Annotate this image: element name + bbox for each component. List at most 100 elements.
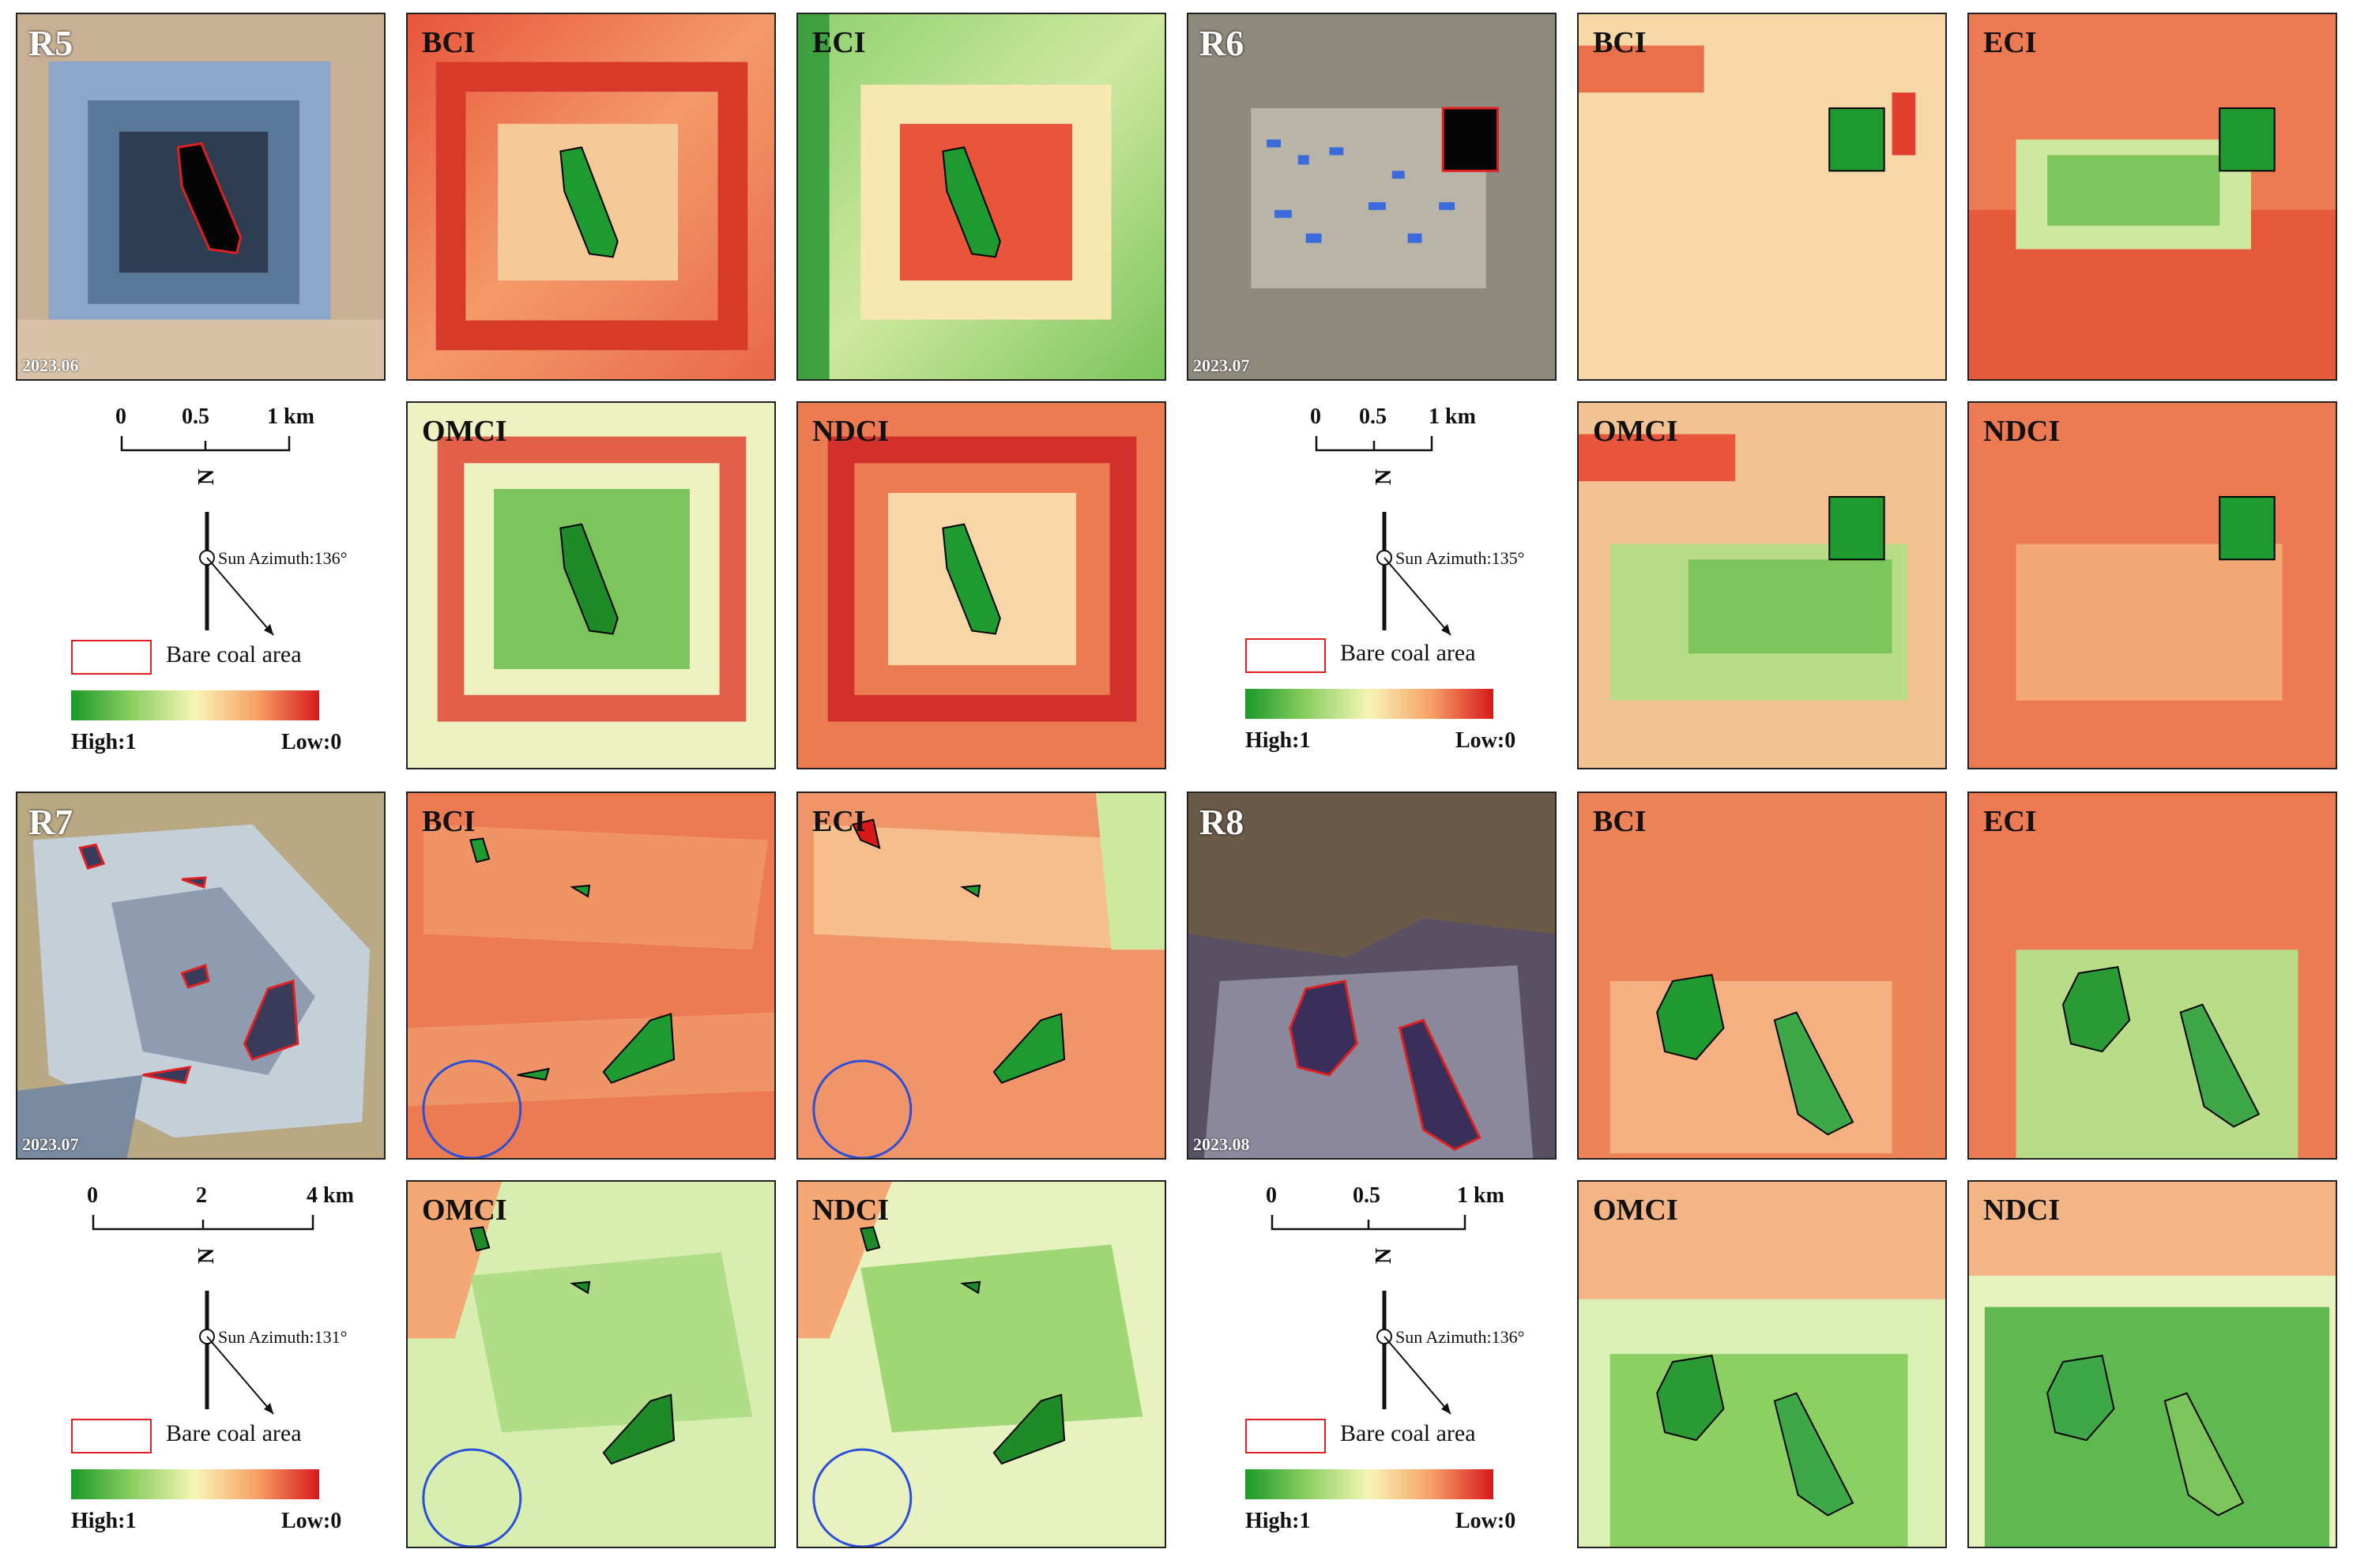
coal-area-outline	[559, 146, 619, 258]
region-label: R7	[28, 802, 73, 842]
north-arrow-icon: N	[1372, 1248, 1451, 1415]
bare-coal-swatch	[1245, 1419, 1326, 1453]
coal-area-outlines	[851, 818, 1066, 1085]
scale-tick-mid: 2	[196, 1183, 207, 1208]
r8-omci-panel: OMCI	[1577, 1180, 1947, 1548]
low-label: Low:0	[281, 730, 342, 754]
r7-ndci-panel: NDCI	[796, 1180, 1166, 1548]
coal-area-outline	[942, 523, 1001, 635]
r5-rgb-panel: R5 2023.06	[16, 13, 386, 381]
r8-bci-panel: BCI	[1577, 792, 1947, 1160]
bare-coal-swatch	[71, 1419, 152, 1453]
r8-satellite-image	[1188, 793, 1555, 1158]
r6-ndci-panel: NDCI	[1967, 401, 2337, 769]
high-label: High:1	[1245, 728, 1311, 753]
index-label: NDCI	[812, 415, 890, 448]
index-label: OMCI	[422, 415, 507, 448]
r6-rgb-panel: R6 2023.07	[1187, 13, 1557, 381]
r7-eci-panel: ECI	[796, 792, 1166, 1160]
image-date: 2023.08	[1193, 1134, 1250, 1154]
coal-area-outlines	[860, 1226, 1066, 1465]
coal-area-outline	[1656, 973, 1725, 1061]
r7-satellite-image	[17, 793, 384, 1158]
scale-bar	[92, 1215, 314, 1231]
r6-omci-panel: OMCI	[1577, 401, 1947, 769]
coal-area-outline	[1828, 495, 1885, 561]
color-ramp	[1245, 689, 1493, 719]
bare-coal-label: Bare coal area	[1340, 1420, 1476, 1446]
svg-text:N: N	[1372, 1248, 1396, 1264]
r8-bare-coal-outline	[1289, 980, 1358, 1077]
low-label: Low:0	[1455, 728, 1516, 753]
bare-coal-swatch	[71, 640, 152, 675]
scale-tick-end: 1 km	[1429, 404, 1476, 429]
index-label: BCI	[422, 26, 476, 59]
scale-tick-0: 0	[1266, 1183, 1277, 1208]
coal-area-outline	[2219, 495, 2276, 561]
sun-azimuth: Sun Azimuth:135°	[1395, 548, 1525, 568]
high-label: High:1	[71, 730, 137, 754]
north-arrow-icon: N	[1372, 469, 1451, 636]
highlight-circle	[422, 1448, 522, 1547]
scale-tick-0: 0	[115, 404, 126, 429]
high-label: High:1	[1245, 1509, 1311, 1533]
r5-ndci-panel: NDCI	[796, 401, 1166, 769]
r7-omci-panel: OMCI	[406, 1180, 776, 1548]
r5-legend: 0 0.5 1 km N Sun Azimuth:136° Bare coal …	[16, 401, 386, 769]
r5-bci-panel: BCI	[406, 13, 776, 381]
r5-omci-panel: OMCI	[406, 401, 776, 769]
highlight-circle	[812, 1448, 913, 1547]
r8-legend: 0 0.5 1 km N Sun Azimuth:136° Bare coal …	[1187, 1180, 1557, 1548]
highlight-circle	[422, 1059, 522, 1158]
scale-tick-0: 0	[1310, 404, 1321, 429]
r5-satellite-image	[17, 14, 384, 379]
bare-coal-swatch	[1245, 638, 1326, 673]
image-date: 2023.06	[22, 355, 79, 375]
r6-satellite-image	[1188, 14, 1555, 379]
svg-text:N: N	[194, 1248, 219, 1264]
coal-area-outline	[1773, 1392, 1854, 1517]
scale-tick-mid: 0.5	[1353, 1183, 1380, 1208]
scale-bar	[1315, 436, 1433, 452]
scale-tick-0: 0	[87, 1183, 98, 1208]
r7-legend: 0 2 4 km N Sun Azimuth:131° Bare coal ar…	[16, 1180, 386, 1548]
r6-bci-panel: BCI	[1577, 13, 1947, 381]
r6-bare-coal-outline	[1441, 107, 1500, 172]
coal-area-outline	[559, 523, 619, 635]
r6-eci-panel: ECI	[1967, 13, 2337, 381]
color-ramp	[71, 1469, 319, 1499]
scale-tick-end: 1 km	[1457, 1183, 1504, 1208]
index-label: ECI	[1983, 805, 2037, 838]
image-date: 2023.07	[22, 1134, 79, 1154]
index-label: OMCI	[1593, 1194, 1678, 1227]
coal-area-outline	[942, 146, 1001, 258]
r7-bare-coal-outlines	[78, 843, 299, 1085]
scale-tick-end: 4 km	[307, 1183, 354, 1208]
index-label: NDCI	[1983, 415, 2061, 448]
r5-eci-panel: ECI	[796, 13, 1166, 381]
coal-area-outline	[1656, 1354, 1725, 1442]
region-label: R6	[1199, 23, 1244, 63]
index-label: ECI	[1983, 26, 2037, 59]
r8-rgb-panel: R8 2023.08	[1187, 792, 1557, 1160]
svg-text:N: N	[194, 469, 219, 485]
index-label: ECI	[812, 26, 866, 59]
index-label: NDCI	[812, 1194, 890, 1227]
scale-bar	[1271, 1215, 1466, 1231]
coal-area-outline	[2061, 965, 2131, 1053]
r7-bci-panel: BCI	[406, 792, 776, 1160]
r5-bare-coal-outline	[176, 141, 243, 255]
sun-azimuth: Sun Azimuth:136°	[218, 548, 348, 568]
color-ramp	[71, 690, 319, 720]
r6-legend: 0 0.5 1 km N Sun Azimuth:135° Bare coal …	[1187, 401, 1557, 769]
scale-tick-mid: 0.5	[1359, 404, 1387, 429]
coal-area-outlines	[469, 837, 676, 1085]
low-label: Low:0	[281, 1509, 342, 1533]
sun-azimuth: Sun Azimuth:131°	[218, 1327, 348, 1347]
bare-coal-label: Bare coal area	[166, 641, 302, 667]
index-label: BCI	[1593, 26, 1647, 59]
coal-area-outline	[1828, 107, 1885, 172]
r8-eci-panel: ECI	[1967, 792, 2337, 1160]
r8-ndci-panel: NDCI	[1967, 1180, 2337, 1548]
r7-rgb-panel: R7 2023.07	[16, 792, 386, 1160]
